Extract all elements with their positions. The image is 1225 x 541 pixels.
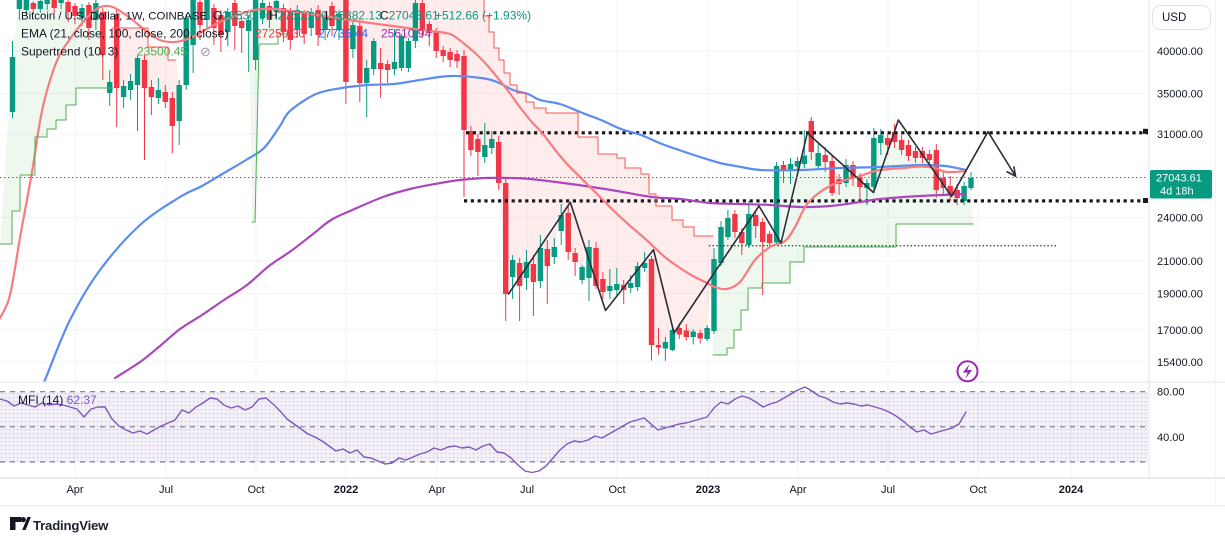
svg-text:2023: 2023 xyxy=(696,484,720,496)
svg-text:40000.00: 40000.00 xyxy=(1157,46,1203,58)
svg-text:C27043.61: C27043.61 xyxy=(380,9,439,23)
svg-text:40.00: 40.00 xyxy=(1157,432,1185,444)
svg-text:2024: 2024 xyxy=(1059,484,1084,496)
svg-text:L26382.13: L26382.13 xyxy=(325,9,382,23)
svg-text:USD: USD xyxy=(1162,12,1186,24)
svg-text:Jul: Jul xyxy=(520,484,534,496)
svg-text:17000.00: 17000.00 xyxy=(1157,325,1203,337)
svg-text:27250.30: 27250.30 xyxy=(255,27,305,41)
svg-text:21000.00: 21000.00 xyxy=(1157,256,1203,268)
svg-text:27043.61: 27043.61 xyxy=(1156,173,1202,185)
svg-text:Supertrend (10, 3): Supertrend (10, 3) xyxy=(21,45,118,59)
svg-text:EMA (21, close, 100, close, 20: EMA (21, close, 100, close, 200, close) xyxy=(21,27,228,41)
svg-text:24000.00: 24000.00 xyxy=(1157,212,1203,224)
svg-text:O26530.96: O26530.96 xyxy=(213,9,273,23)
svg-text:80.00: 80.00 xyxy=(1157,387,1185,399)
svg-text:⊘: ⊘ xyxy=(200,44,211,59)
svg-text:35000.00: 35000.00 xyxy=(1157,89,1203,101)
svg-text:Apr: Apr xyxy=(66,484,83,496)
svg-text:Apr: Apr xyxy=(428,484,445,496)
svg-text:2022: 2022 xyxy=(334,484,358,496)
svg-text:27735.44: 27735.44 xyxy=(318,27,368,41)
svg-text:MFI (14) 62.37: MFI (14) 62.37 xyxy=(18,393,97,407)
svg-text:H27500.00: H27500.00 xyxy=(269,9,328,23)
svg-text:31000.00: 31000.00 xyxy=(1157,129,1203,141)
svg-text:Jul: Jul xyxy=(881,484,895,496)
svg-text:4d 18h: 4d 18h xyxy=(1160,186,1194,198)
svg-text:25610.94: 25610.94 xyxy=(381,27,431,41)
svg-text:23500.45: 23500.45 xyxy=(137,45,187,59)
svg-text:Apr: Apr xyxy=(789,484,806,496)
svg-text:15400.00: 15400.00 xyxy=(1157,357,1203,369)
svg-text:Oct: Oct xyxy=(608,484,625,496)
svg-text:TradingView: TradingView xyxy=(33,518,109,533)
svg-text:+512.66 (+1.93%): +512.66 (+1.93%) xyxy=(435,9,531,23)
svg-text:Jul: Jul xyxy=(159,484,173,496)
svg-text:Bitcoin / U.S. Dollar, 1W, COI: Bitcoin / U.S. Dollar, 1W, COINBASE xyxy=(21,11,208,23)
svg-text:Oct: Oct xyxy=(969,484,986,496)
svg-text:Oct: Oct xyxy=(247,484,264,496)
svg-text:19000.00: 19000.00 xyxy=(1157,289,1203,301)
